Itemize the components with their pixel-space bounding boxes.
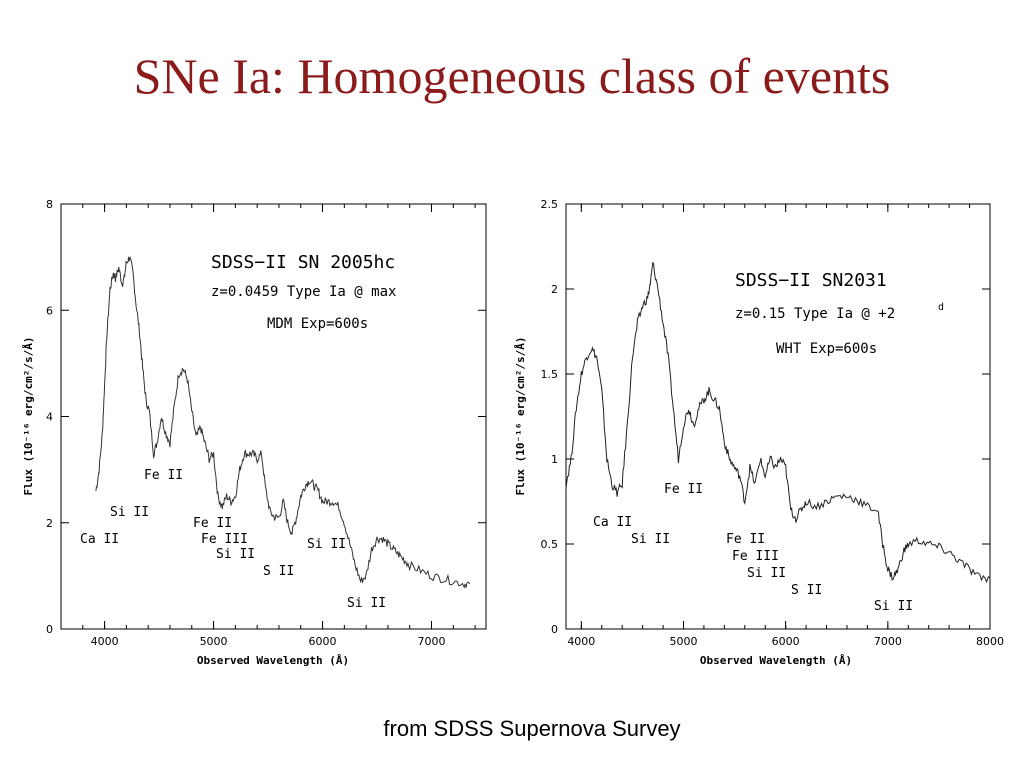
chart-right-annotation-type: z=0.15 Type Ia @ +2 bbox=[735, 306, 895, 322]
y-tick-label: 2 bbox=[46, 517, 53, 530]
y-tick-label: 2 bbox=[551, 283, 558, 296]
x-tick-label: 5000 bbox=[200, 635, 228, 648]
chart-left-line-label: Si II bbox=[347, 596, 386, 611]
chart-right-line-label: Fe II bbox=[726, 532, 765, 547]
chart-left: 4000 5000 6000 7000 0 2 4 6 8 Observed Wavelengt… bbox=[22, 198, 487, 667]
x-tick-label: 7000 bbox=[418, 635, 446, 648]
y-tick-label: 6 bbox=[46, 304, 53, 317]
chart-left-line-label: S II bbox=[263, 564, 294, 579]
chart-left-line-label: Si II bbox=[307, 537, 346, 552]
chart-left-spectrum-line bbox=[95, 255, 471, 589]
source-footer: from SDSS Supernova Survey bbox=[383, 716, 681, 741]
y-tick-label: 2.5 bbox=[541, 198, 559, 211]
chart-right-line-label: Fe III bbox=[732, 549, 779, 564]
chart-left-annotation-type: z=0.0459 Type Ia @ max bbox=[211, 284, 396, 300]
x-tick-label: 5000 bbox=[669, 635, 697, 648]
x-tick-label: 8000 bbox=[976, 635, 1004, 648]
y-tick-label: 0 bbox=[46, 623, 53, 636]
chart-left-line-label: Fe III bbox=[201, 532, 248, 547]
chart-left-xlabel: Observed Wavelength (Å) bbox=[197, 654, 349, 667]
y-tick-label: 4 bbox=[46, 411, 53, 424]
chart-left-ticks: 4000 5000 6000 7000 0 2 4 6 8 bbox=[46, 198, 486, 648]
chart-right-line-label: Fe II bbox=[664, 482, 703, 497]
x-tick-label: 4000 bbox=[567, 635, 595, 648]
chart-right-line-label: Si II bbox=[747, 566, 786, 581]
x-tick-label: 7000 bbox=[874, 635, 902, 648]
chart-right-line-label: S II bbox=[791, 583, 822, 598]
chart-left-line-label: Si II bbox=[110, 505, 149, 520]
chart-left-annotation-exp: MDM Exp=600s bbox=[267, 316, 368, 332]
chart-right-line-label: Si II bbox=[874, 599, 913, 614]
x-tick-label: 6000 bbox=[309, 635, 337, 648]
chart-left-line-label: Fe II bbox=[144, 468, 183, 483]
chart-left-ylabel: Flux (10⁻¹⁶ erg/cm²/s/Å) bbox=[22, 337, 35, 496]
y-tick-label: 8 bbox=[46, 198, 53, 211]
chart-right-xlabel: Observed Wavelength (Å) bbox=[700, 654, 852, 667]
y-tick-label: 0.5 bbox=[541, 538, 559, 551]
chart-right-annotation-title: SDSS−II SN2031 bbox=[735, 270, 887, 291]
chart-right-ticks: 4000 5000 6000 7000 8000 0 0.5 1 1.5 2 2.5 bbox=[541, 198, 1005, 648]
chart-right-annotation-sup: d bbox=[938, 302, 944, 313]
chart-left-line-label: Fe II bbox=[193, 516, 232, 531]
x-tick-label: 4000 bbox=[91, 635, 119, 648]
chart-right: 4000 5000 6000 7000 8000 0 0.5 1 1.5 2 2.5 Observe… bbox=[514, 198, 1004, 667]
chart-right-spectrum-line bbox=[565, 262, 991, 584]
chart-right-annotation-exp: WHT Exp=600s bbox=[776, 341, 877, 357]
chart-left-line-label: Ca II bbox=[80, 532, 119, 547]
chart-right-ylabel: Flux (10⁻¹⁶ erg/cm²/s/Å) bbox=[514, 337, 527, 496]
slide-title: SNe Ia: Homogeneous class of events bbox=[133, 48, 891, 104]
y-tick-label: 1.5 bbox=[541, 368, 559, 381]
chart-right-line-label: Si II bbox=[631, 532, 670, 547]
chart-right-line-label: Ca II bbox=[593, 515, 632, 530]
chart-left-annotation-title: SDSS−II SN 2005hc bbox=[211, 252, 395, 273]
chart-left-line-label: Si II bbox=[216, 547, 255, 562]
y-tick-label: 0 bbox=[551, 623, 558, 636]
x-tick-label: 6000 bbox=[772, 635, 800, 648]
chart-right-frame bbox=[565, 203, 991, 630]
y-tick-label: 1 bbox=[551, 453, 558, 466]
